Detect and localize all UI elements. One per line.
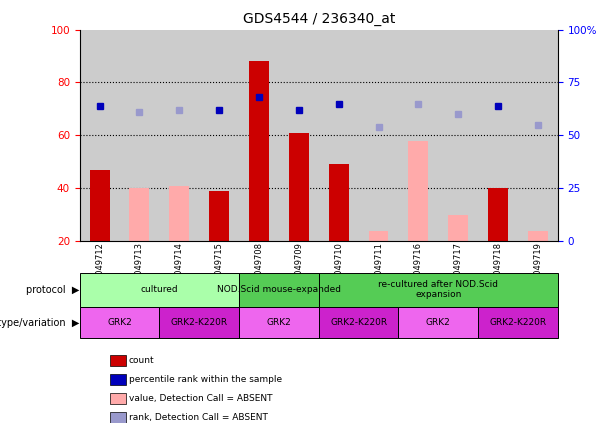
Text: re-cultured after NOD.Scid
expansion: re-cultured after NOD.Scid expansion [378,280,498,299]
Bar [438,30,478,241]
Bar [478,30,518,241]
Bar [329,165,349,241]
Bar [368,231,389,241]
Bar [80,30,120,241]
Bar [169,186,189,241]
Bar [120,30,159,241]
Text: value, Detection Call = ABSENT: value, Detection Call = ABSENT [129,394,272,404]
Text: GRK2: GRK2 [107,318,132,327]
Text: NOD.Scid mouse-expanded: NOD.Scid mouse-expanded [217,285,341,294]
Bar [80,273,239,307]
Bar [159,30,199,241]
Bar [289,133,309,241]
Bar [249,61,269,241]
Text: rank, Detection Call = ABSENT: rank, Detection Call = ABSENT [129,413,268,423]
Text: GRK2-K220R: GRK2-K220R [330,318,387,327]
Text: count: count [129,356,154,365]
Bar [319,30,359,241]
Text: protocol  ▶: protocol ▶ [26,285,80,295]
Bar [448,215,468,241]
Bar [319,307,398,338]
Bar [89,170,110,241]
Bar [518,30,558,241]
Text: percentile rank within the sample: percentile rank within the sample [129,375,282,385]
Bar [528,231,548,241]
Bar [199,30,239,241]
Bar [80,307,159,338]
Text: GRK2: GRK2 [267,318,291,327]
Text: genotype/variation  ▶: genotype/variation ▶ [0,318,80,327]
Bar [408,141,428,241]
Text: cultured: cultured [140,285,178,294]
Bar [239,307,319,338]
Text: GRK2-K220R: GRK2-K220R [170,318,228,327]
Bar [239,273,319,307]
Bar [398,30,438,241]
Bar [359,30,398,241]
Bar [239,30,279,241]
Bar [488,188,508,241]
Bar [209,191,229,241]
Bar [478,307,558,338]
Text: GRK2-K220R: GRK2-K220R [489,318,547,327]
Bar [279,30,319,241]
Bar [129,188,150,241]
Text: GRK2: GRK2 [426,318,451,327]
Bar [159,307,239,338]
Title: GDS4544 / 236340_at: GDS4544 / 236340_at [243,12,395,26]
Bar [398,307,478,338]
Bar [319,273,558,307]
